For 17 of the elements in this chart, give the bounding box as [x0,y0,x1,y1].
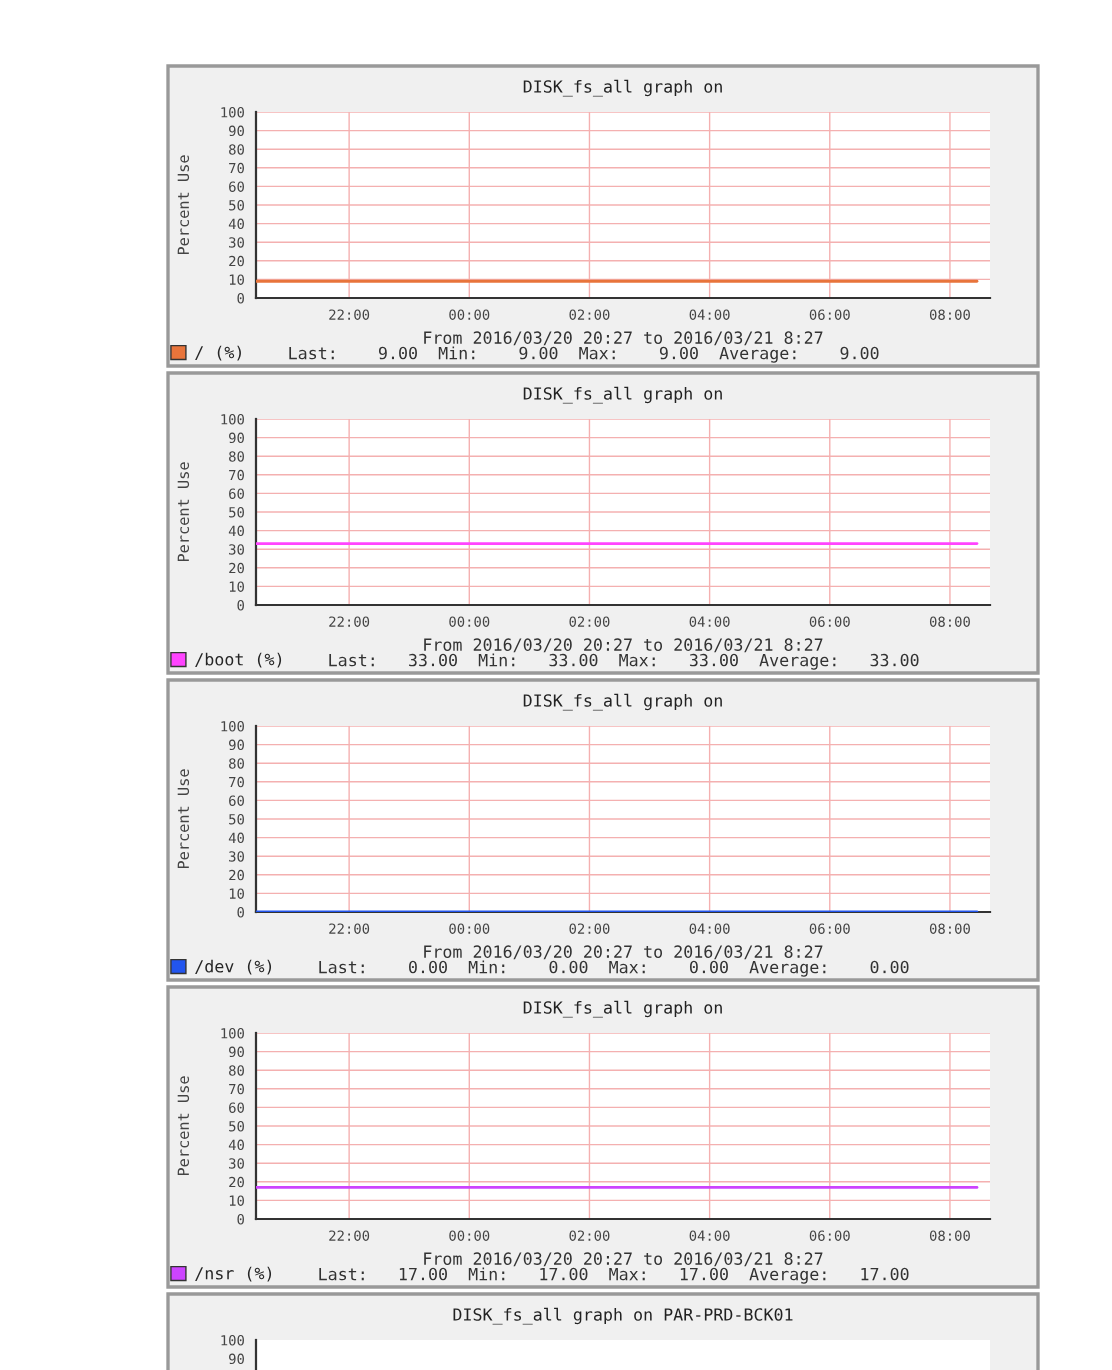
legend-label: /dev (%) [195,959,272,975]
chart-title: DISK_fs_all graph on [523,1000,722,1018]
text: Last: 17.00 Min: 17.00 Max: 17.00 Average: 17.00 [319,1267,909,1284]
chart-title: DISK_fs_all graph on [523,386,722,404]
legend-label: / (%) [195,345,241,361]
text: Last: 33.00 Min: 33.00 Max: 33.00 Average: 33.00 [329,653,919,670]
x-axis-title: From 2016/03/20 20:27 to 2016/03/21 8:27 [424,945,823,960]
x-axis-title: From 2016/03/20 20:27 to 2016/03/21 8:27 [424,638,823,653]
legend-label: /nsr (%) [195,1266,272,1282]
text: Last: 0.00 Min: 0.00 Max: 0.00 Average: 0.00 [319,960,909,977]
text: Last: 9.00 Min: 9.00 Max: 9.00 Average: 9.00 [289,346,879,363]
chart-title: DISK_fs_all graph on [523,79,722,97]
x-axis-title: From 2016/03/20 20:27 to 2016/03/21 8:27 [424,1252,823,1267]
chart-title: DISK_fs_all graph on [523,693,722,711]
legend-label: /boot (%) [195,652,282,668]
x-axis-title: From 2016/03/20 20:27 to 2016/03/21 8:27 [424,331,823,346]
chart-title: DISK_fs_all graph on PAR-PRD-BCK01 [453,1307,793,1325]
